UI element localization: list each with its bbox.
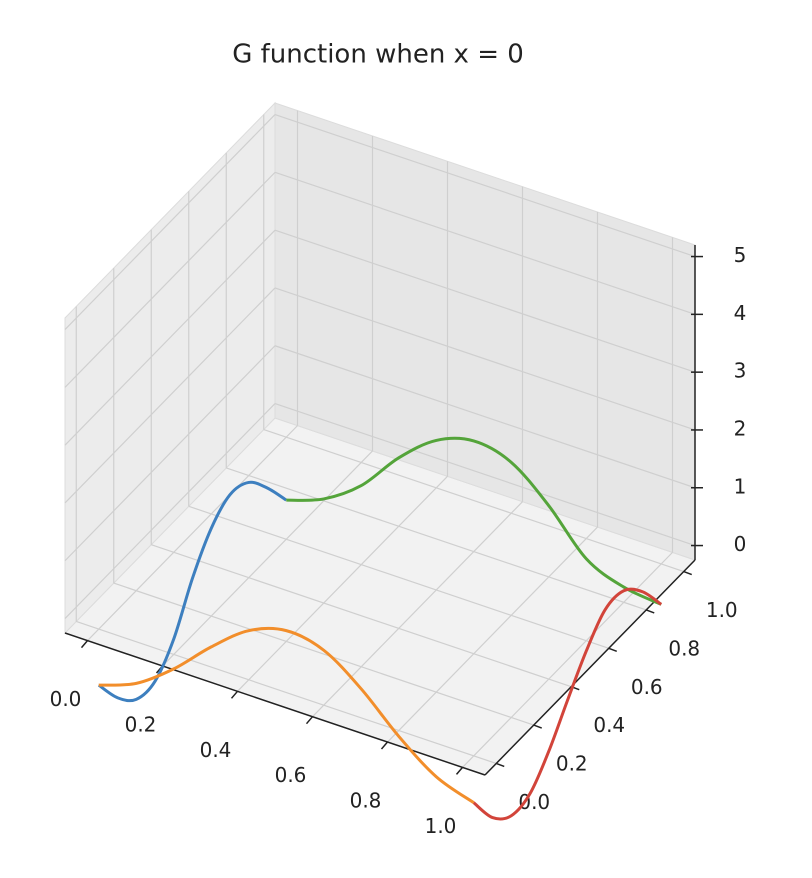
grid-line xyxy=(263,428,684,573)
grid-line xyxy=(312,501,523,718)
grid-line xyxy=(151,544,572,688)
y-tick-label: 1.0 xyxy=(706,598,738,622)
grid-line xyxy=(237,475,448,692)
x-tick xyxy=(380,741,389,750)
y-tick xyxy=(495,762,505,768)
grid-line xyxy=(76,620,497,765)
x-tick-label: 0.4 xyxy=(200,738,232,762)
y-axis xyxy=(484,559,696,776)
x-tick-label: 1.0 xyxy=(425,814,457,838)
z-tick-label: 5 xyxy=(734,243,747,267)
grid-line xyxy=(162,450,373,667)
grid-line xyxy=(64,345,276,562)
z-tick-label: 3 xyxy=(734,359,747,383)
grid-line xyxy=(188,505,609,649)
z-tick-label: 0 xyxy=(734,532,747,556)
x-tick-label: 0.8 xyxy=(350,789,382,813)
y-tick-label: 0.8 xyxy=(668,636,700,660)
y-tick xyxy=(533,724,543,729)
grid-line xyxy=(274,345,696,489)
grid-line xyxy=(64,171,276,388)
grid-line xyxy=(274,113,696,258)
y-tick-label: 0.2 xyxy=(556,752,588,776)
z-tick-label: 1 xyxy=(734,474,747,498)
grid-line xyxy=(274,171,696,315)
y-tick xyxy=(683,570,693,576)
chart-title: G function when x = 0 xyxy=(232,40,524,70)
grid-line xyxy=(462,551,673,768)
curve xyxy=(98,626,475,804)
grid-line xyxy=(87,425,298,642)
grid-line xyxy=(387,526,598,743)
y-tick xyxy=(608,647,618,653)
curve xyxy=(97,480,288,703)
y-tick xyxy=(645,609,655,614)
grid-line xyxy=(64,114,276,330)
y-tick-label: 0.6 xyxy=(631,675,663,699)
grid-line xyxy=(64,287,276,504)
grid-line xyxy=(226,467,647,611)
grid-line xyxy=(64,403,276,619)
x-tick xyxy=(230,690,239,699)
curve xyxy=(286,436,662,606)
y-tick-label: 0.4 xyxy=(593,713,625,737)
x-tick-label: 0.6 xyxy=(275,763,307,787)
grid-line xyxy=(274,229,696,373)
z-tick-label: 2 xyxy=(734,416,747,440)
grid-line xyxy=(274,402,696,547)
x-tick xyxy=(305,716,314,725)
z-tick-label: 4 xyxy=(734,301,747,325)
x-axis xyxy=(64,632,486,776)
x-tick xyxy=(80,640,89,649)
grid-line xyxy=(64,229,276,446)
curve xyxy=(472,587,663,821)
x-tick-label: 0.0 xyxy=(50,687,82,711)
grid-line xyxy=(274,287,696,431)
x-tick xyxy=(455,766,464,775)
x-tick-label: 0.2 xyxy=(125,712,157,736)
